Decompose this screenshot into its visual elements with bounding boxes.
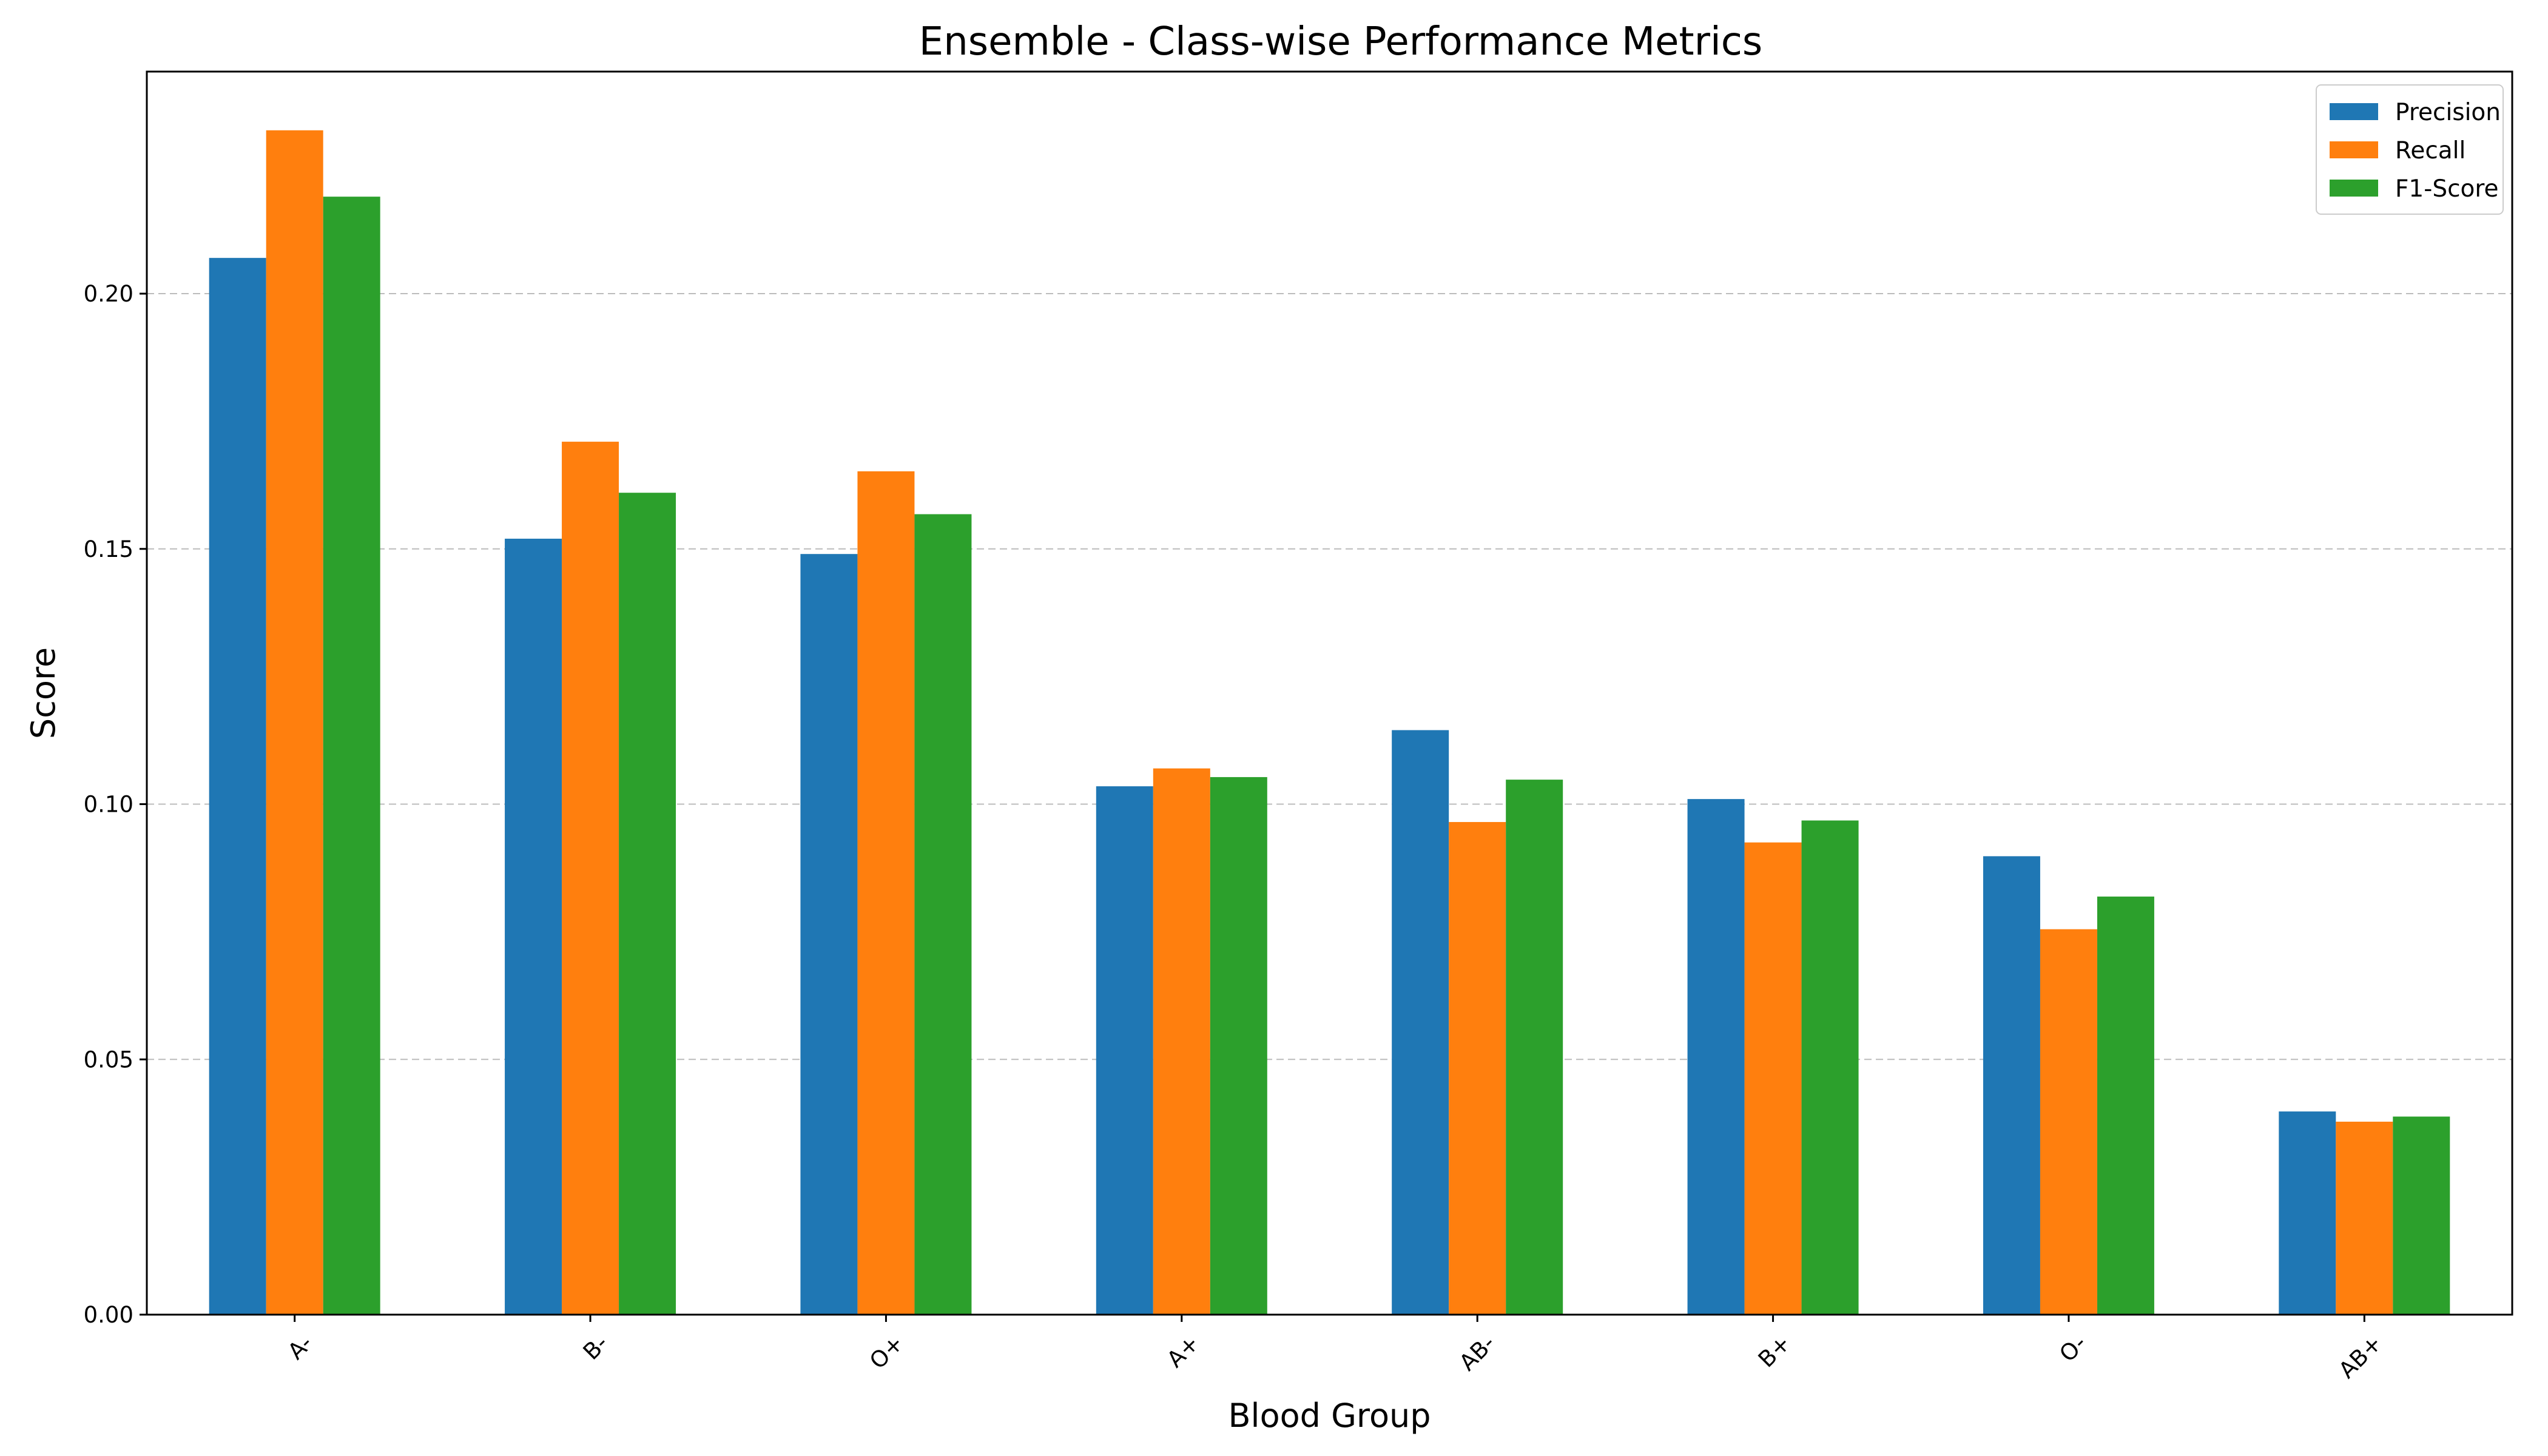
bar-recall-2 [857,471,915,1315]
y-tick-label-4: 0.20 [84,281,133,307]
bar-precision-5 [1687,799,1745,1315]
y-tick-label-1: 0.05 [84,1046,133,1073]
bar-f1-score-2 [914,514,972,1315]
bar-f1-score-5 [1801,820,1859,1315]
bar-precision-0 [209,258,266,1315]
legend-label-2: F1-Score [2395,175,2499,203]
y-tick-label-3: 0.15 [84,536,133,562]
bar-recall-5 [1744,842,1802,1315]
bar-precision-2 [800,554,858,1315]
bar-recall-3 [1153,768,1210,1315]
y-tick-label-2: 0.10 [84,792,133,818]
bar-f1-score-3 [1210,777,1267,1315]
bar-recall-0 [266,130,323,1315]
bar-f1-score-6 [2097,896,2154,1315]
legend-swatch-1 [2330,141,2378,158]
legend-label-0: Precision [2395,99,2501,126]
y-tick-label-0: 0.00 [84,1302,133,1328]
bar-f1-score-0 [323,197,380,1315]
bar-precision-4 [1392,730,1449,1315]
legend-swatch-2 [2330,180,2378,197]
bars [209,130,2450,1315]
plot-area-frame [146,70,2513,1316]
bar-f1-score-7 [2393,1116,2450,1315]
legend-swatch-0 [2330,103,2378,120]
bar-recall-1 [562,442,619,1315]
bar-recall-7 [2336,1121,2393,1315]
bar-precision-7 [2279,1111,2336,1315]
bar-precision-3 [1096,786,1153,1315]
bar-precision-1 [505,538,562,1315]
legend-label-1: Recall [2395,137,2465,164]
x-axis-title: Blood Group [1228,1397,1431,1435]
bar-recall-6 [2040,929,2097,1315]
bar-precision-6 [1983,856,2040,1315]
legend: Precision Recall F1-Score [2316,84,2504,215]
y-axis-title: Score [24,647,62,739]
chart-title: Ensemble - Class-wise Performance Metric… [919,19,1763,64]
bar-recall-4 [1449,821,1506,1315]
y-axis: 0.00 0.05 0.10 0.15 0.20 [84,281,147,1328]
bar-f1-score-4 [1506,780,1563,1315]
bar-f1-score-1 [619,493,676,1315]
